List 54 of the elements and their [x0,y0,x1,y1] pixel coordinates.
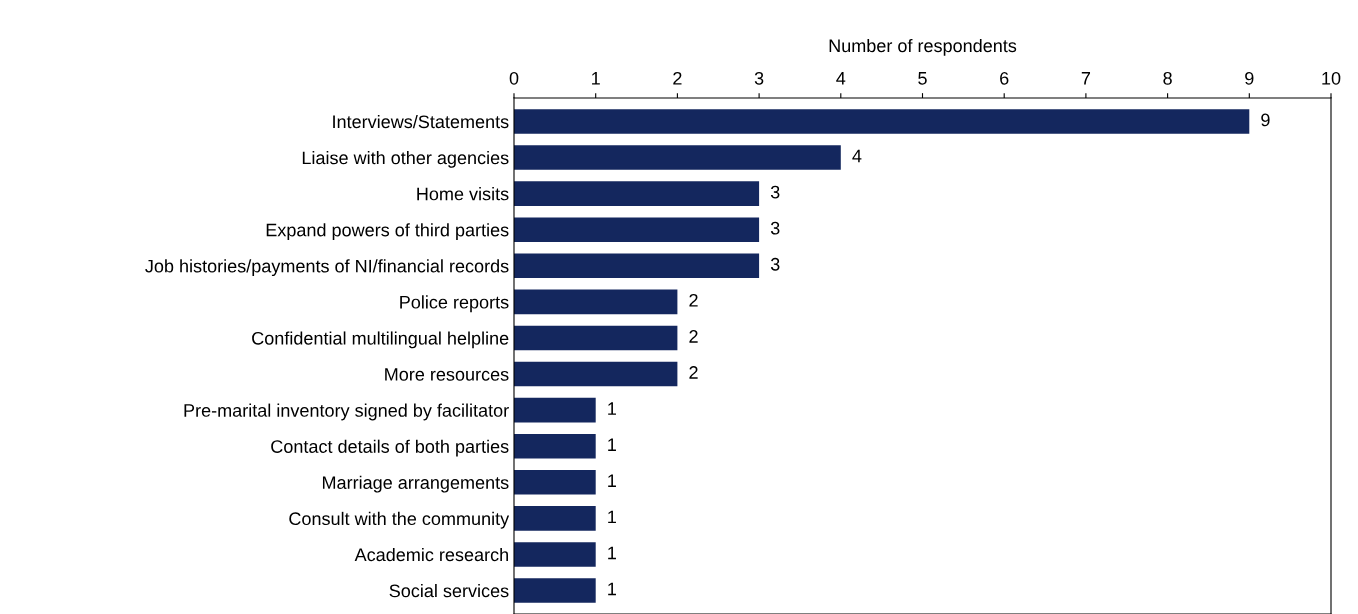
x-tick-label: 1 [592,72,600,85]
y-tick-label: Contact details of both parties [271,439,509,457]
y-tick-label: Confidential multilingual helpline [252,331,509,349]
y-tick-label: Interviews/Statements [333,114,509,129]
data-label: 1 [608,510,616,524]
bar [514,181,760,206]
bar [514,470,596,495]
x-tick-label: 7 [1081,72,1091,85]
data-label: 4 [852,149,862,163]
y-tick-label: Police reports [400,295,509,313]
data-label: 3 [770,185,780,199]
bar [514,578,596,603]
bar [514,289,678,315]
x-tick-label: 0 [509,71,519,85]
data-label: 1 [608,402,616,415]
bar [514,361,678,387]
y-tick-label: Expand powers of third parties [266,223,509,240]
data-label: 2 [689,293,698,307]
y-tick-label: Academic research [354,547,508,562]
data-label: 1 [608,582,616,596]
bar [514,109,1250,134]
data-label: 2 [689,366,698,379]
x-axis-title: Number of respondents [829,38,1017,56]
y-tick-label: Home visits [417,187,509,201]
y-tick-label: Pre-marital inventory signed by facilitator [184,403,509,421]
bar [514,217,760,242]
data-label: 3 [770,257,780,271]
x-tick-label: 4 [836,72,846,85]
data-label: 1 [608,474,616,487]
bar [514,542,596,567]
bar [514,145,841,170]
y-tick-label: Social services [389,584,509,598]
x-tick-label: 8 [1163,71,1172,85]
x-tick-label: 3 [754,71,764,85]
y-tick-label: More resources [385,368,509,381]
x-tick-label: 10 [1322,71,1341,85]
x-tick-label: 2 [673,71,682,85]
data-label: 3 [770,221,780,235]
y-tick-label: Marriage arrangements [322,475,509,493]
x-tick-label: 6 [1000,71,1009,85]
y-tick-label: Consult with the community [289,511,510,529]
data-label: 1 [608,438,616,451]
bar [514,397,596,423]
y-tick-label: Liaise with other agencies [302,151,509,168]
bar [514,325,678,351]
bar [514,253,760,279]
bar [514,506,596,531]
bar [514,433,596,459]
data-label: 9 [1261,113,1270,127]
x-tick-label: 9 [1245,71,1254,85]
x-tick-label: 5 [918,72,927,85]
data-label: 1 [608,546,616,560]
data-label: 2 [689,330,698,343]
y-tick-label: Job histories/payments of NI/financial records [145,259,509,277]
